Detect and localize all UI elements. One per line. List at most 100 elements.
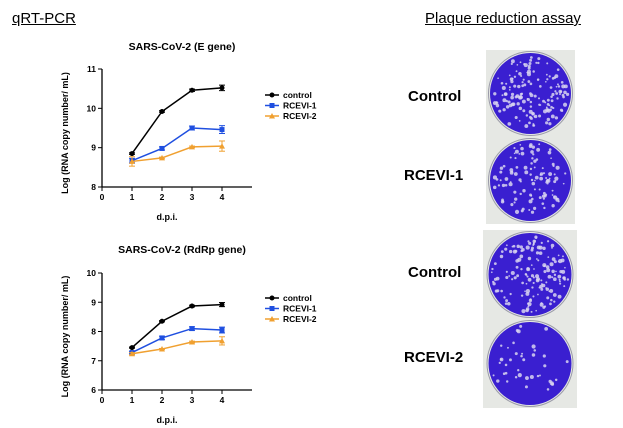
data-point [189, 87, 195, 93]
plaque [522, 358, 526, 362]
plaque [510, 80, 514, 84]
plaque [562, 102, 568, 107]
plaque [552, 106, 555, 110]
plaque [530, 150, 534, 154]
well [488, 322, 572, 405]
data-point [129, 345, 135, 351]
plaque [554, 90, 557, 93]
plaque [529, 143, 533, 147]
qrt-pcr-header: qRT-PCR [12, 10, 76, 27]
plaque [561, 84, 566, 89]
plate-label-rcevi-1: RCEVI-1 [404, 167, 464, 184]
plaque [520, 294, 524, 297]
plaque [530, 310, 533, 313]
plaque [541, 167, 544, 170]
plaque [543, 206, 546, 210]
series-line [131, 340, 223, 355]
plate-photo-1 [486, 50, 575, 224]
plaque [512, 244, 516, 248]
plaque [537, 293, 539, 296]
plaque [557, 274, 562, 279]
plaque [518, 106, 523, 111]
plaque [534, 175, 539, 180]
plaque [550, 157, 552, 160]
data-point [129, 350, 135, 357]
plaque [513, 147, 516, 150]
plaque [508, 86, 511, 89]
plaque [550, 114, 555, 119]
x-tick-label: 2 [160, 192, 165, 202]
data-point [129, 158, 135, 164]
plaque [555, 270, 557, 273]
plaque [550, 99, 554, 103]
plaque [520, 249, 523, 253]
plaque [562, 255, 564, 258]
plaque [563, 285, 566, 288]
plaque [555, 85, 558, 88]
plaque [535, 61, 538, 64]
y-tick-label: 8 [91, 182, 96, 192]
plaque [533, 159, 537, 163]
plaque [537, 97, 541, 100]
plaque [532, 295, 535, 298]
plaque [538, 114, 542, 118]
plaque [542, 305, 546, 309]
plaque [550, 95, 553, 98]
plaque [551, 162, 555, 166]
plaque [532, 70, 535, 73]
plaque [548, 290, 551, 293]
legend-marker [269, 295, 275, 301]
x-tick-label: 4 [220, 192, 225, 202]
plaque [527, 64, 531, 68]
plaque [536, 374, 540, 378]
plaque [528, 109, 533, 114]
plaque [529, 58, 533, 62]
plaque [528, 115, 532, 119]
plaque [492, 280, 495, 284]
plaque [529, 167, 533, 171]
plaque [491, 267, 494, 271]
plaque [527, 302, 530, 305]
plaque [521, 352, 524, 355]
plaque [535, 237, 538, 240]
plaque [495, 276, 500, 281]
plaque [545, 287, 550, 291]
x-axis-label: d.p.i. [157, 212, 178, 222]
plaque [543, 109, 548, 114]
plaque [539, 176, 544, 181]
plaque [530, 178, 534, 182]
plaque [554, 116, 559, 120]
plaque [544, 326, 548, 331]
plaque [517, 373, 522, 378]
plaque [558, 278, 561, 281]
plaque [556, 97, 559, 100]
plaque [546, 117, 551, 122]
plaque [513, 276, 517, 280]
data-point [219, 85, 225, 91]
plaque [500, 344, 503, 347]
legend-marker [269, 103, 275, 108]
plaque [508, 182, 513, 187]
plaque [510, 62, 513, 66]
plaque [517, 84, 521, 89]
plaque [493, 262, 497, 266]
data-point [219, 143, 225, 149]
plaque [499, 254, 504, 259]
x-tick-label: 3 [190, 395, 195, 405]
plaque [526, 275, 529, 278]
y-tick-label: 6 [91, 385, 96, 395]
plaque [546, 268, 551, 273]
plaque [490, 271, 493, 274]
plaque [513, 75, 517, 78]
plaque [528, 199, 533, 204]
x-tick-label: 0 [100, 192, 105, 202]
plaque [546, 178, 551, 183]
plaque [559, 90, 562, 93]
plaque [493, 92, 497, 96]
plaque [529, 374, 534, 379]
plaque [554, 378, 558, 382]
plaque [550, 105, 553, 109]
chart-1: SARS-CoV-2 (E gene) 8 9 10 11 0 1 2 3 4 d.p.i. Log … [60, 41, 317, 222]
plate-photo-2 [483, 230, 577, 408]
data-point [159, 346, 165, 352]
